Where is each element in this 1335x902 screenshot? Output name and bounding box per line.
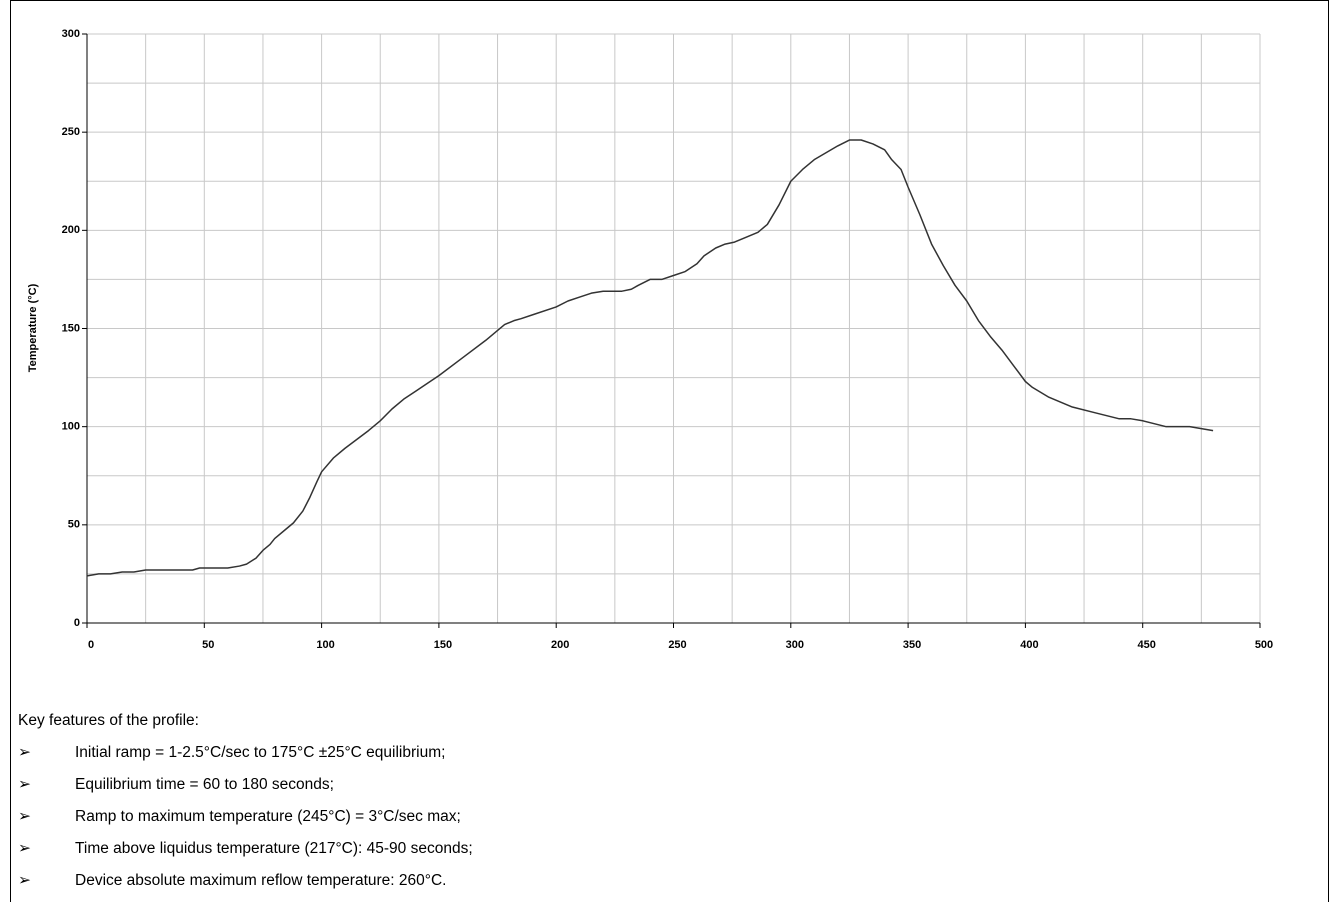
note-item: Initial ramp = 1-2.5°C/sec to 175°C ±25°… (18, 740, 473, 772)
x-tick-label: 200 (551, 639, 569, 651)
x-tick-label: 300 (786, 639, 804, 651)
y-tick-label: 300 (62, 28, 80, 40)
y-axis-label: Temperature (°C) (27, 283, 39, 372)
x-tick-label: 250 (668, 639, 686, 651)
y-tick-label: 50 (68, 519, 80, 531)
note-item: Device absolute maximum reflow temperatu… (18, 868, 473, 900)
note-item: Equilibrium time = 60 to 180 seconds; (18, 772, 473, 804)
y-tick-label: 250 (62, 126, 80, 138)
x-tick-label: 450 (1138, 639, 1156, 651)
y-tick-label: 100 (62, 421, 80, 433)
x-tick-label: 50 (202, 639, 214, 651)
note-item: Ramp to maximum temperature (245°C) = 3°… (18, 804, 473, 836)
x-tick-label: 500 (1255, 639, 1273, 651)
y-tick-label: 200 (62, 224, 80, 236)
x-tick-label: 100 (316, 639, 334, 651)
notes: Key features of the profile: Initial ram… (18, 708, 473, 900)
note-item: Time above liquidus temperature (217°C):… (18, 836, 473, 868)
y-tick-label: 0 (74, 617, 80, 629)
temperature-line (86, 139, 1214, 577)
x-tick-label: 150 (434, 639, 452, 651)
frame (10, 0, 1329, 902)
chart: Temperature (°C) 0 50 100 150 200 250 300 350 40… (27, 28, 1273, 651)
x-tick-label: 350 (903, 639, 921, 651)
x-tick-label: 400 (1020, 639, 1038, 651)
x-tick-label: 0 (88, 639, 94, 651)
y-tick-label: 150 (62, 322, 80, 334)
notes-heading: Key features of the profile: (18, 712, 199, 729)
